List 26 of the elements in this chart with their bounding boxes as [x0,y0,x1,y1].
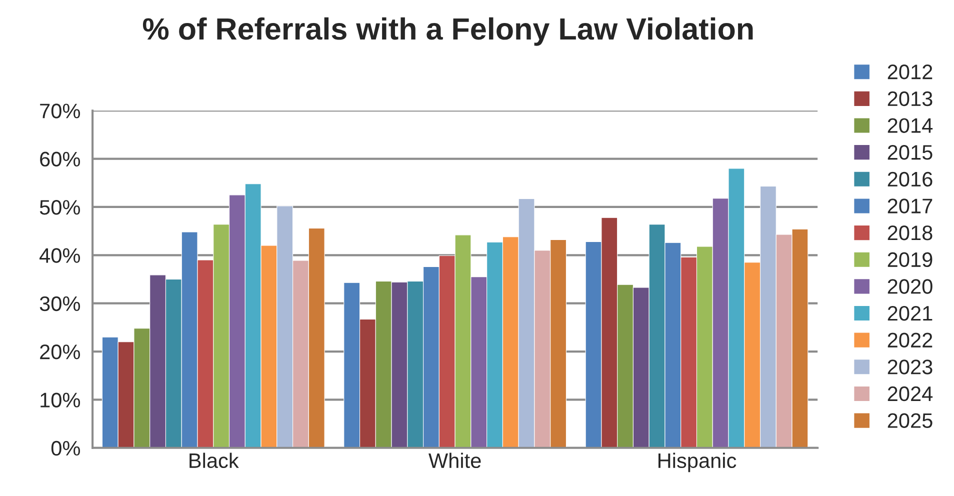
legend-label: 2019 [888,252,932,268]
legend-label: 2022 [888,332,932,348]
y-tick-label: 60% [40,152,80,167]
legend-label: 2015 [888,145,932,160]
y-tick-label: 20% [40,344,80,360]
x-tick-label: White [428,452,481,468]
legend-label: 2021 [888,306,932,321]
legend-label: 2016 [888,172,932,187]
x-tick-label: Hispanic [658,452,736,472]
legend-label: 2025 [888,413,932,428]
x-tick-label: Black [190,452,239,468]
legend-label: 2018 [888,225,932,240]
legend-label: 2014 [888,118,933,133]
legend-label: 2012 [888,64,932,80]
chart-title: % of Referrals with a Felony Law Violation [142,17,753,46]
legend-label: 2017 [888,198,932,214]
legend-label: 2020 [888,279,932,294]
y-tick-label: 10% [40,392,80,408]
legend-label: 2013 [888,91,932,106]
legend-label: 2023 [888,360,932,374]
y-tick-label: 50% [40,200,80,215]
y-tick-label: 30% [40,296,80,312]
y-tick-label: 0% [51,440,80,456]
legend-label: 2024 [888,386,933,402]
y-tick-label: 70% [40,104,80,118]
y-tick-label: 40% [40,248,80,263]
